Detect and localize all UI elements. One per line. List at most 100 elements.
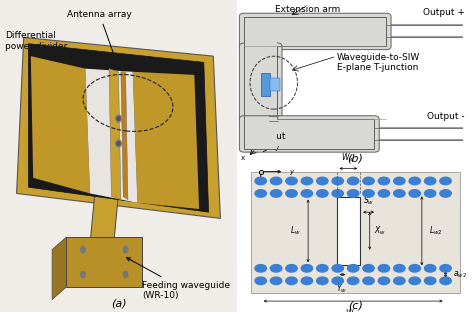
Circle shape — [255, 190, 266, 197]
Circle shape — [255, 277, 266, 285]
Bar — [337, 197, 360, 265]
Text: Input: Input — [262, 132, 285, 141]
Polygon shape — [66, 237, 142, 287]
Circle shape — [378, 277, 390, 285]
Circle shape — [255, 177, 266, 185]
Circle shape — [270, 277, 282, 285]
Circle shape — [347, 190, 359, 197]
Bar — [244, 17, 277, 46]
Circle shape — [317, 177, 328, 185]
Text: x: x — [259, 190, 263, 196]
Text: y: y — [289, 168, 293, 175]
Text: Differential
power divider: Differential power divider — [5, 31, 67, 84]
Circle shape — [332, 265, 343, 272]
Text: Output +: Output + — [423, 8, 465, 17]
FancyBboxPatch shape — [239, 13, 391, 50]
Circle shape — [117, 116, 120, 121]
Circle shape — [393, 265, 405, 272]
Circle shape — [363, 190, 374, 197]
Text: Antenna array: Antenna array — [67, 10, 132, 77]
Circle shape — [347, 265, 359, 272]
Text: Output -: Output - — [427, 112, 465, 121]
FancyBboxPatch shape — [239, 116, 379, 152]
Text: $a_{w2}$: $a_{w2}$ — [453, 269, 466, 280]
Circle shape — [440, 277, 451, 285]
Circle shape — [317, 265, 328, 272]
Polygon shape — [85, 69, 137, 203]
Text: z: z — [252, 131, 255, 137]
Text: $S_w$: $S_w$ — [363, 195, 374, 207]
Text: $X_w$: $X_w$ — [374, 225, 386, 237]
Circle shape — [440, 265, 451, 272]
Circle shape — [81, 246, 85, 253]
Circle shape — [393, 277, 405, 285]
Circle shape — [116, 115, 121, 122]
Circle shape — [123, 271, 128, 278]
Circle shape — [378, 177, 390, 185]
Text: Extension arm: Extension arm — [275, 5, 341, 14]
Circle shape — [409, 190, 420, 197]
Circle shape — [409, 265, 420, 272]
Text: $L_w$: $L_w$ — [291, 225, 301, 237]
Text: (b): (b) — [347, 154, 364, 164]
Circle shape — [116, 140, 121, 147]
Polygon shape — [28, 44, 209, 212]
Text: $W_w$: $W_w$ — [341, 151, 356, 164]
Circle shape — [270, 177, 282, 185]
Polygon shape — [109, 69, 121, 200]
Bar — [244, 119, 277, 149]
Text: Waveguide-to-SIW
E-plane T-junction: Waveguide-to-SIW E-plane T-junction — [337, 53, 420, 72]
Circle shape — [255, 265, 266, 272]
Text: $W_{w2}$: $W_{w2}$ — [345, 307, 362, 312]
Circle shape — [332, 277, 343, 285]
Circle shape — [393, 177, 405, 185]
Circle shape — [117, 141, 120, 146]
Circle shape — [409, 177, 420, 185]
Polygon shape — [121, 72, 128, 200]
Text: $Y_w$: $Y_w$ — [336, 282, 347, 295]
Circle shape — [301, 190, 313, 197]
Text: x: x — [241, 154, 245, 161]
Circle shape — [440, 190, 451, 197]
Text: y: y — [275, 145, 279, 152]
Circle shape — [123, 246, 128, 253]
Text: Feeding waveguide
(WR-10): Feeding waveguide (WR-10) — [127, 258, 230, 300]
Circle shape — [424, 277, 436, 285]
Circle shape — [424, 177, 436, 185]
Text: $L_{w2}$: $L_{w2}$ — [429, 225, 442, 237]
FancyBboxPatch shape — [239, 43, 282, 122]
Circle shape — [363, 277, 374, 285]
Circle shape — [424, 265, 436, 272]
Bar — [251, 172, 460, 293]
Circle shape — [81, 271, 85, 278]
Circle shape — [332, 190, 343, 197]
Circle shape — [286, 177, 297, 185]
Polygon shape — [52, 237, 66, 300]
Polygon shape — [17, 37, 220, 218]
Polygon shape — [133, 72, 199, 209]
Circle shape — [317, 190, 328, 197]
Circle shape — [409, 277, 420, 285]
Circle shape — [270, 190, 282, 197]
Circle shape — [347, 177, 359, 185]
Circle shape — [363, 177, 374, 185]
FancyBboxPatch shape — [261, 73, 270, 96]
Circle shape — [332, 177, 343, 185]
Circle shape — [424, 190, 436, 197]
Circle shape — [301, 265, 313, 272]
Circle shape — [363, 265, 374, 272]
Circle shape — [378, 265, 390, 272]
Circle shape — [286, 190, 297, 197]
Circle shape — [270, 265, 282, 272]
FancyBboxPatch shape — [270, 78, 280, 91]
Circle shape — [286, 265, 297, 272]
Circle shape — [440, 177, 451, 185]
Polygon shape — [31, 56, 90, 193]
Circle shape — [378, 190, 390, 197]
Text: (a): (a) — [111, 299, 126, 309]
Polygon shape — [90, 193, 118, 243]
Circle shape — [301, 277, 313, 285]
Circle shape — [301, 177, 313, 185]
Circle shape — [347, 277, 359, 285]
Circle shape — [393, 190, 405, 197]
